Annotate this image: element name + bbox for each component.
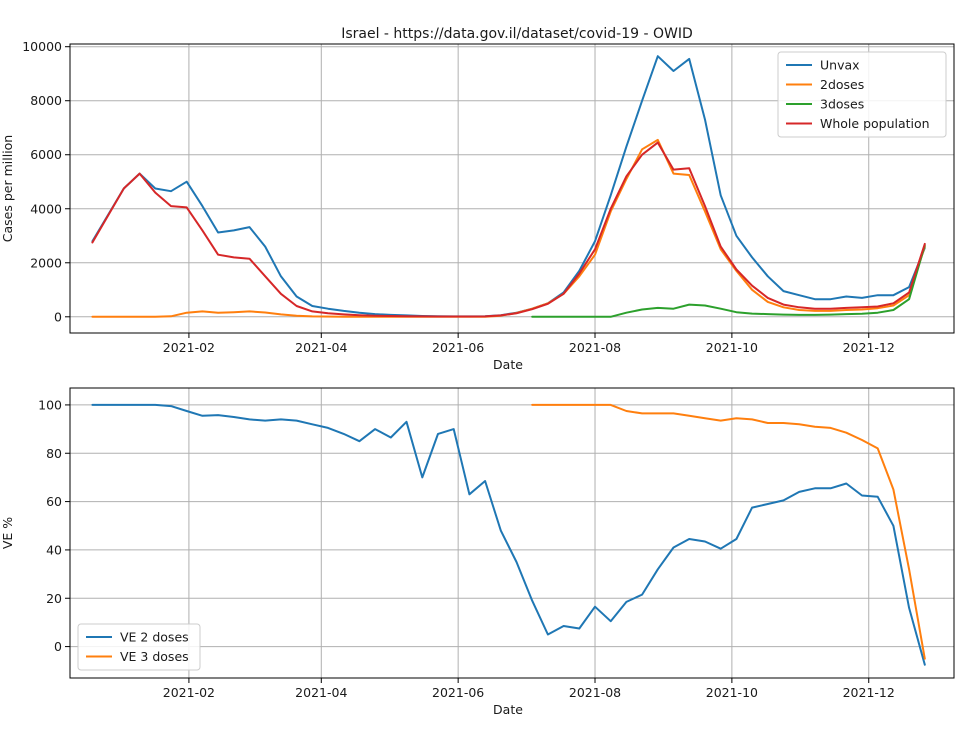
x-tick-label: 2021-10	[706, 685, 758, 700]
x-tick-label: 2021-08	[569, 340, 621, 355]
plot-frame	[69, 387, 955, 679]
x-tick-label: 2021-04	[295, 685, 347, 700]
y-tick-label: 8000	[30, 93, 62, 108]
y-tick-label: 40	[46, 542, 62, 557]
y-tick-label: 0	[54, 309, 62, 324]
y-axis-label: VE %	[0, 517, 15, 549]
x-tick-label: 2021-12	[843, 340, 895, 355]
legend: Unvax 2doses 3doses Whole population	[777, 51, 947, 138]
y-tick-label: 10000	[22, 39, 62, 54]
x-tick-label: 2021-06	[432, 685, 484, 700]
y-axis-label: Cases per million	[0, 135, 15, 242]
series-line-2doses	[91, 138, 926, 318]
y-tick-label: 100	[38, 397, 62, 412]
series-line-ve-3-doses	[531, 403, 926, 660]
legend-label: Unvax	[820, 58, 860, 73]
series-line-whole-population	[91, 141, 926, 318]
x-tick-label: 2021-12	[843, 685, 895, 700]
legend-label: 2doses	[820, 77, 864, 92]
x-tick-label: 2021-02	[163, 340, 215, 355]
x-axis-label: Date	[493, 702, 523, 717]
legend-label: Whole population	[820, 116, 930, 131]
series-line-ve-2-doses	[91, 403, 926, 666]
y-tick-label: 20	[46, 591, 62, 606]
legend-box	[777, 51, 947, 138]
y-tick-label: 60	[46, 494, 62, 509]
ve-panel: 2021-02 2021-04 2021-06 2021-08 2021-10 2021-…	[0, 387, 955, 717]
figure-title: Israel - https://data.gov.il/dataset/cov…	[341, 26, 693, 42]
legend: VE 2 doses VE 3 doses	[77, 623, 201, 671]
legend-label: VE 2 doses	[120, 630, 189, 645]
cases-panel: 2021-02 2021-04 2021-06 2021-08 2021-10 2021-…	[0, 39, 955, 372]
legend-label: 3doses	[820, 97, 864, 112]
y-tick-label: 0	[54, 639, 62, 654]
x-tick-label: 2021-06	[432, 340, 484, 355]
x-tick-label: 2021-10	[706, 340, 758, 355]
grid	[70, 388, 954, 678]
y-tick-label: 2000	[30, 255, 62, 270]
x-tick-label: 2021-08	[569, 685, 621, 700]
y-tick-label: 6000	[30, 147, 62, 162]
x-tick-label: 2021-02	[163, 685, 215, 700]
x-axis-label: Date	[493, 357, 523, 372]
plot-frame	[69, 43, 955, 334]
x-tick-label: 2021-04	[295, 340, 347, 355]
series-group	[91, 403, 926, 666]
y-tick-label: 4000	[30, 201, 62, 216]
y-tick-label: 80	[46, 446, 62, 461]
legend-label: VE 3 doses	[120, 649, 189, 664]
series-group	[91, 55, 926, 318]
series-line-3doses	[531, 244, 926, 318]
legend-box	[77, 623, 201, 671]
